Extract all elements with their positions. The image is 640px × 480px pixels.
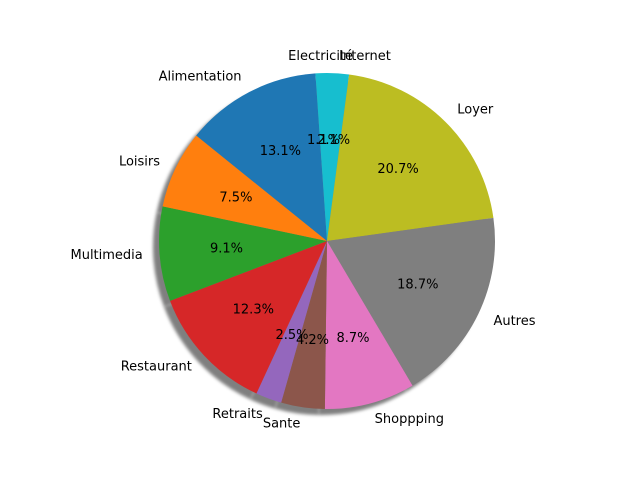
slice-retraits bbox=[256, 241, 327, 403]
slice-sante bbox=[281, 241, 327, 409]
label-alimentation: Alimentation bbox=[159, 70, 242, 85]
label-restaurant: Restaurant bbox=[121, 360, 192, 375]
pct-loisirs: 7.5% bbox=[219, 190, 252, 205]
slice-electricite bbox=[315, 73, 327, 241]
pie-labels: Internet 2.1% Loyer 20.7% Autres 18.7% Shopppi… bbox=[70, 49, 535, 432]
slice-alimentation bbox=[196, 73, 327, 242]
pie-slices bbox=[158, 73, 496, 409]
slice-internet bbox=[327, 73, 350, 241]
pct-alimentation: 13.1% bbox=[260, 144, 301, 159]
label-internet: Internet bbox=[339, 49, 391, 64]
pct-loyer: 20.7% bbox=[377, 162, 418, 177]
label-electricite: Electricité bbox=[288, 49, 353, 64]
label-shoppping: Shoppping bbox=[375, 412, 444, 427]
pct-multimedia: 9.1% bbox=[210, 241, 243, 256]
pct-sante: 4.2% bbox=[296, 333, 329, 348]
slice-autres bbox=[327, 217, 496, 386]
label-sante: Sante bbox=[263, 416, 301, 431]
label-loisirs: Loisirs bbox=[119, 154, 160, 169]
label-retraits: Retraits bbox=[212, 407, 263, 422]
pct-autres: 18.7% bbox=[397, 277, 438, 292]
label-loyer: Loyer bbox=[457, 102, 494, 117]
slice-shoppping bbox=[324, 241, 413, 409]
slice-restaurant bbox=[170, 241, 327, 394]
slice-loisirs bbox=[162, 135, 327, 241]
pct-retraits: 2.5% bbox=[275, 328, 308, 343]
pct-restaurant: 12.3% bbox=[233, 302, 274, 317]
slice-loyer bbox=[327, 74, 494, 241]
label-multimedia: Multimedia bbox=[70, 248, 142, 263]
slice-multimedia bbox=[158, 206, 327, 301]
pct-electricite: 1.1% bbox=[307, 133, 340, 148]
pct-shoppping: 8.7% bbox=[336, 331, 369, 346]
pct-internet: 2.1% bbox=[317, 133, 350, 148]
label-autres: Autres bbox=[493, 314, 535, 329]
